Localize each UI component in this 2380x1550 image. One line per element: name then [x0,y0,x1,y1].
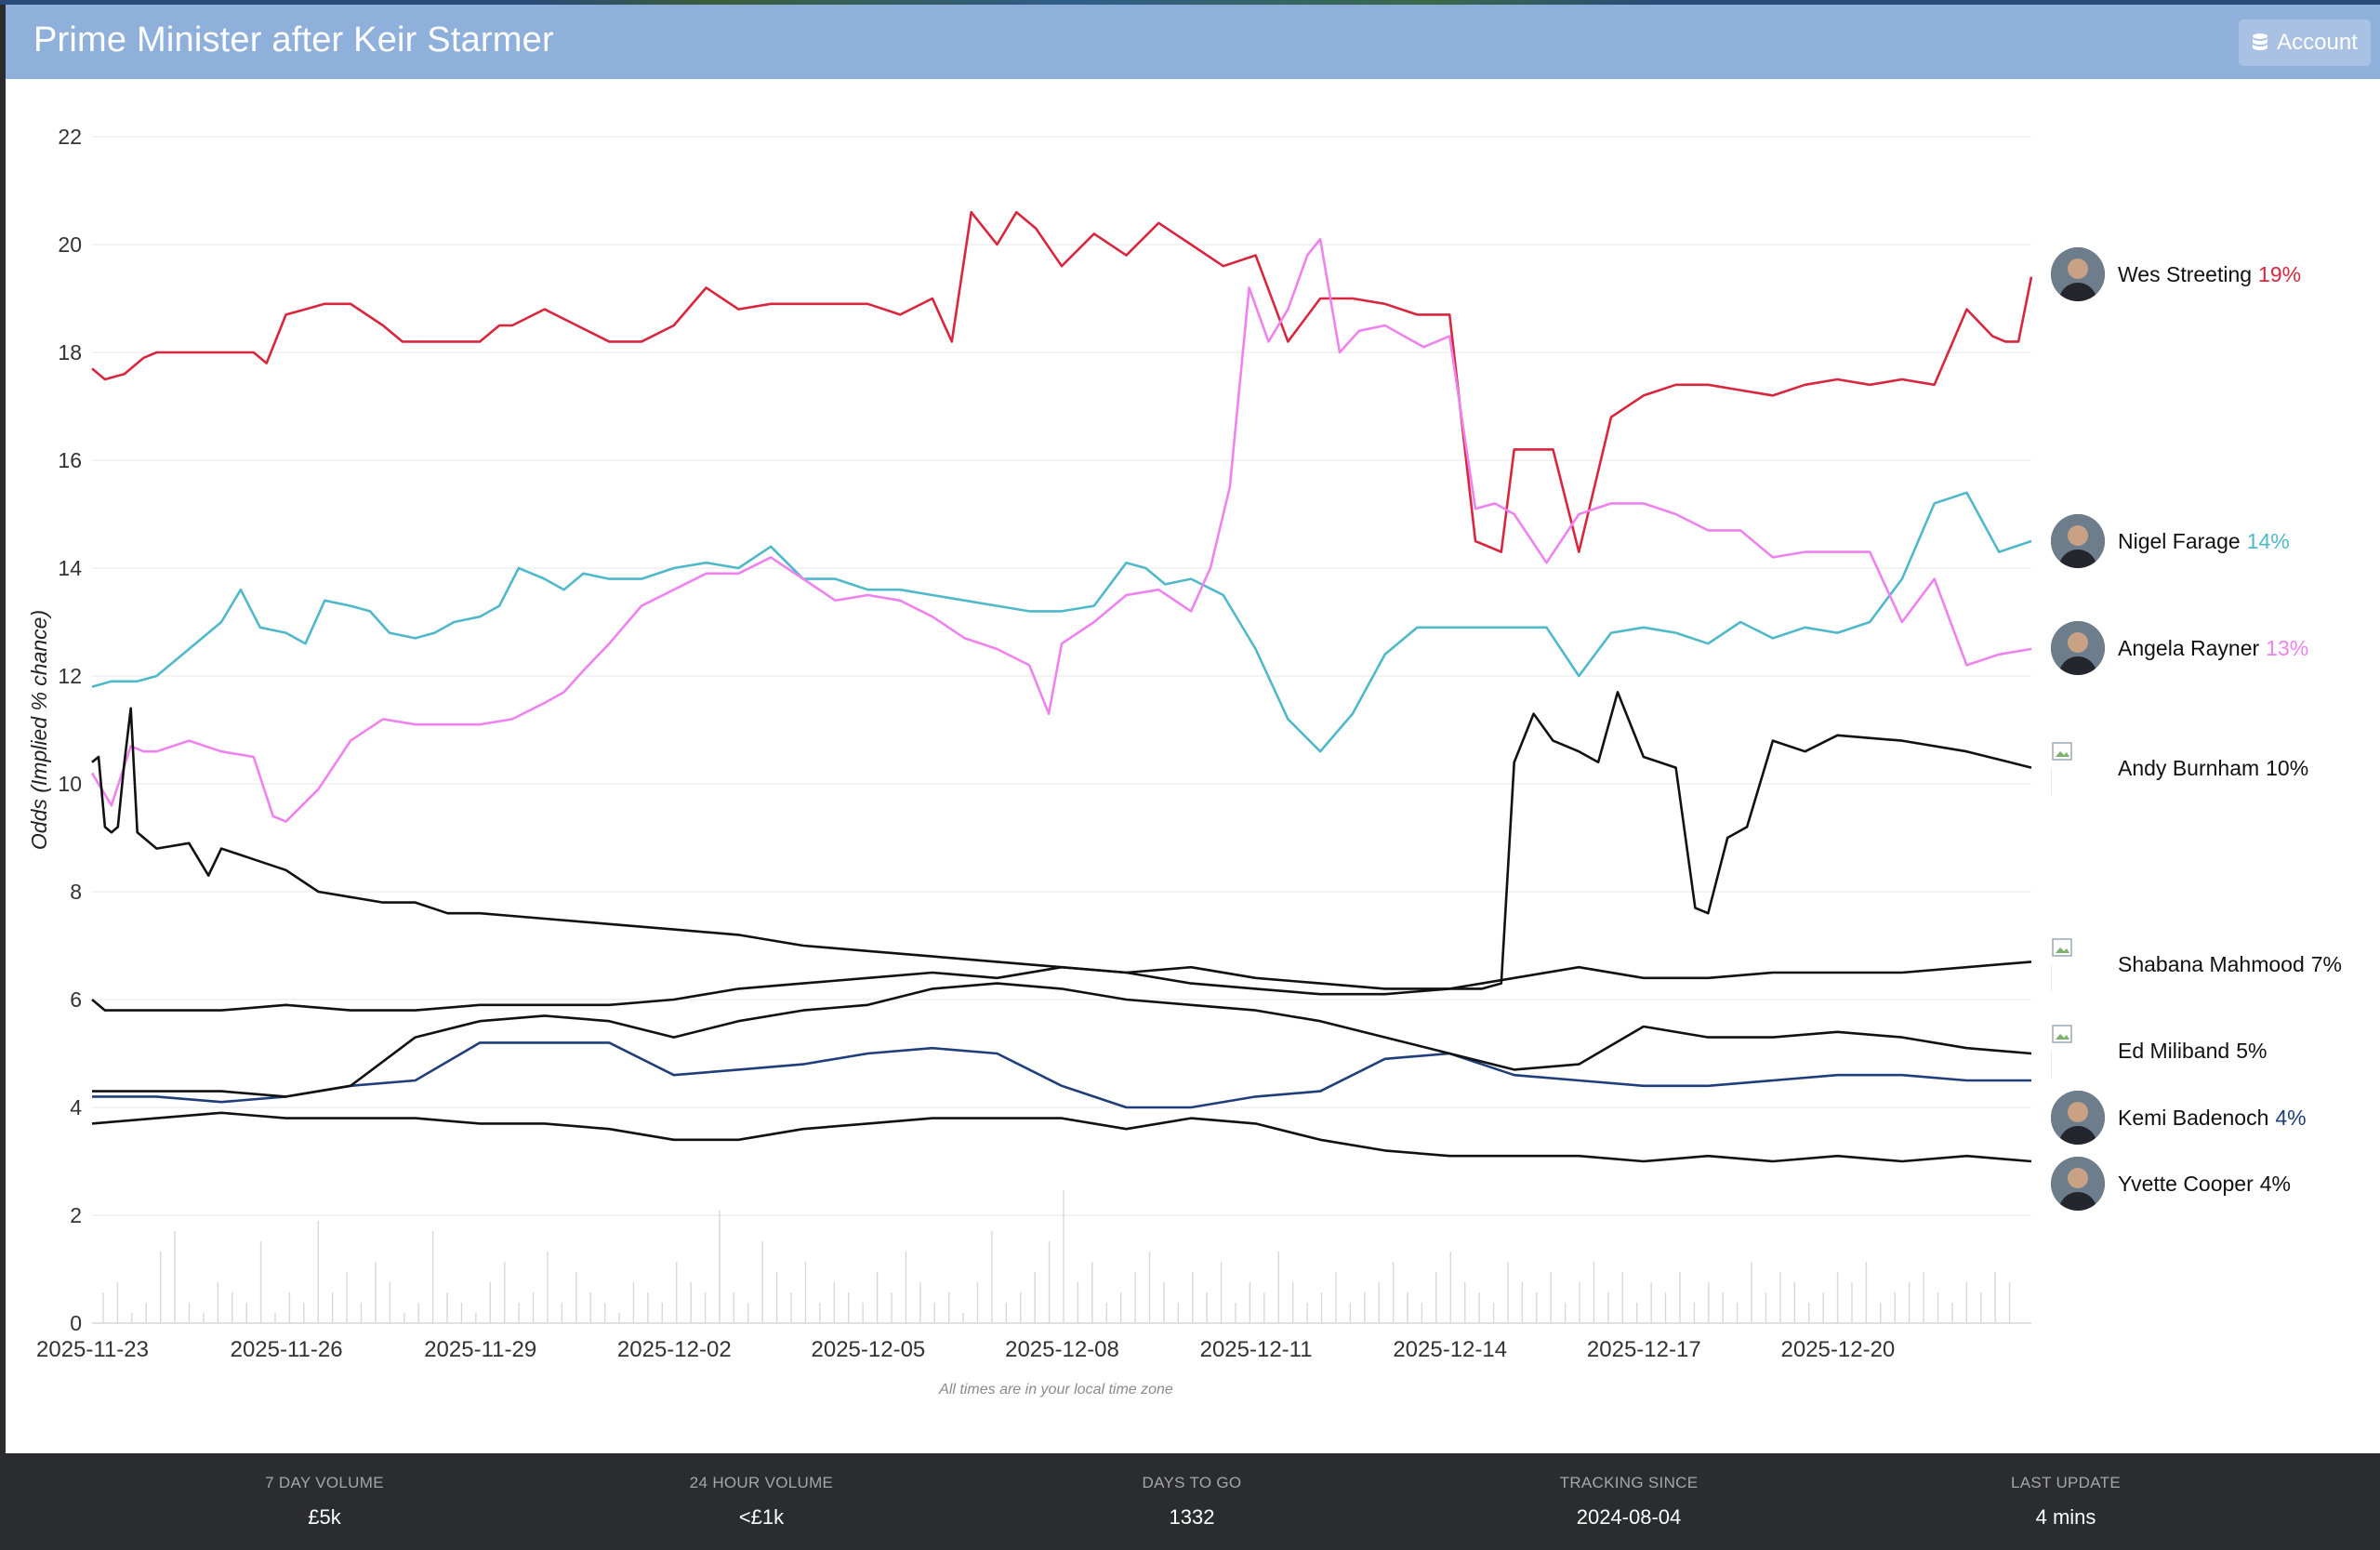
legend-name: Angela Rayner [2118,635,2260,660]
y-tick-label: 6 [70,987,82,1012]
series-lines [90,210,2033,1163]
x-tick-label: 2025-12-08 [1005,1337,1119,1362]
legend-item-kemi-badenoch[interactable]: Kemi Badenoch 4% [2051,1088,2307,1147]
y-axis-label: Odds (Implied % chance) [27,610,51,850]
stat-24-hour-volume: 24 HOUR VOLUME <£1k [622,1474,901,1530]
odds-chart: 0 2 4 6 8 10 12 14 16 18 20 22 2025-11-23 2025-11-26 2… [27,125,2033,1362]
legend-item-andy-burnham[interactable]: Andy Burnham 10% [2051,738,2308,798]
chart-panel: 0 2 4 6 8 10 12 14 16 18 20 22 2025-11-23 2025-11-26 2… [6,79,2380,1453]
y-tick-label: 4 [70,1095,82,1119]
legend-item-ed-miliband[interactable]: Ed Miliband 5% [2051,1021,2267,1080]
legend: Wes Streeting 19% Nigel Farage 14% Angela Ra… [2051,79,2380,1381]
legend-name: Ed Miliband [2118,1038,2230,1063]
series-line-andy-burnham [91,691,2032,996]
stat-label: DAYS TO GO [1142,1474,1242,1491]
x-tick-label: 2025-12-20 [1781,1337,1896,1362]
top-banner-strip [0,0,2380,5]
series-line-angela-rayner [90,237,2032,823]
series-line-yvette-cooper [91,1111,2032,1163]
avatar [2051,514,2105,568]
legend-item-nigel-farage[interactable]: Nigel Farage 14% [2051,511,2290,571]
x-tick-label: 2025-12-11 [1200,1337,1313,1362]
legend-name: Andy Burnham [2118,755,2260,780]
y-tick-label: 0 [70,1311,82,1335]
y-tick-label: 18 [58,340,82,364]
y-tick-label: 20 [58,232,82,257]
x-tick-label: 2025-12-02 [617,1337,732,1362]
legend-percentage: 19% [2258,261,2302,286]
legend-item-yvette-cooper[interactable]: Yvette Cooper 4% [2051,1154,2291,1213]
database-icon [2253,33,2268,50]
x-tick-label: 2025-11-29 [424,1337,536,1362]
avatar [2051,621,2105,675]
legend-name: Nigel Farage [2118,528,2241,553]
axes: 0 2 4 6 8 10 12 14 16 18 20 22 2025-11-23 2025-11-26 2… [36,125,1895,1362]
legend-name: Wes Streeting [2118,261,2253,286]
legend-percentage: 4% [2259,1171,2292,1196]
stat-7-day-volume: 7 DAY VOLUME £5k [185,1474,464,1530]
series-line-kemi-badenoch [92,1041,2031,1109]
legend-percentage: 10% [2266,755,2309,780]
x-tick-label: 2025-12-05 [812,1337,926,1362]
stat-value: 4 mins [2035,1505,2096,1529]
stat-last-update: LAST UPDATE 4 mins [1926,1474,2205,1530]
y-tick-label: 22 [58,125,82,149]
header-bar: Prime Minister after Keir Starmer Accoun… [6,5,2380,79]
series-line-nigel-farage [91,491,2032,753]
account-label: Account [2277,30,2358,55]
broken-image-icon [2051,1024,2105,1078]
series-line-ed-miliband [92,982,2032,1098]
legend-name: Shabana Mahmood [2118,951,2305,976]
stat-value: 2024-08-04 [1576,1505,1682,1529]
broken-image-icon [2051,741,2105,795]
avatar [2051,247,2105,301]
y-tick-label: 16 [58,448,82,472]
stat-label: 24 HOUR VOLUME [689,1474,834,1491]
stats-footer: 7 DAY VOLUME £5k 24 HOUR VOLUME <£1k DAY… [6,1453,2380,1550]
stat-value: 1332 [1169,1505,1215,1529]
broken-image-icon [2051,937,2105,991]
y-tick-label: 10 [58,772,82,796]
legend-name: Yvette Cooper [2118,1171,2254,1196]
stat-value: <£1k [738,1505,785,1529]
legend-item-shabana-mahmood[interactable]: Shabana Mahmood 7% [2051,934,2342,994]
avatar [2051,1091,2105,1145]
legend-percentage: 14% [2246,528,2290,553]
stat-value: £5k [308,1505,341,1529]
y-tick-label: 14 [58,556,82,580]
legend-item-wes-streeting[interactable]: Wes Streeting 19% [2051,245,2301,304]
avatar [2051,1157,2105,1211]
series-line-shabana-mahmood [91,960,2032,1012]
stat-label: 7 DAY VOLUME [265,1474,384,1491]
x-tick-label: 2025-12-14 [1393,1337,1507,1362]
legend-percentage: 13% [2266,635,2309,660]
page-title: Prime Minister after Keir Starmer [33,20,554,60]
series-line-wes-streeting [91,210,2033,553]
legend-item-angela-rayner[interactable]: Angela Rayner 13% [2051,618,2308,678]
x-tick-label: 2025-11-23 [36,1337,149,1362]
y-tick-label: 2 [70,1203,82,1227]
legend-percentage: 4% [2275,1105,2307,1130]
y-tick-label: 12 [58,664,82,688]
legend-percentage: 7% [2310,951,2343,976]
legend-name: Kemi Badenoch [2118,1105,2269,1130]
grid-lines [92,136,2031,1324]
legend-percentage: 5% [2236,1038,2268,1063]
x-tick-label: 2025-12-17 [1587,1337,1701,1362]
timezone-note: All times are in your local time zone [939,1382,1173,1398]
stat-label: LAST UPDATE [2011,1474,2121,1491]
y-tick-label: 8 [70,880,82,904]
stat-tracking-since: TRACKING SINCE 2024-08-04 [1489,1474,1768,1530]
stat-days-to-go: DAYS TO GO 1332 [1052,1474,1331,1530]
account-button[interactable]: Account [2239,20,2371,66]
stat-label: TRACKING SINCE [1559,1474,1699,1491]
x-tick-label: 2025-11-26 [231,1337,343,1362]
volume-bars [102,1190,2011,1323]
